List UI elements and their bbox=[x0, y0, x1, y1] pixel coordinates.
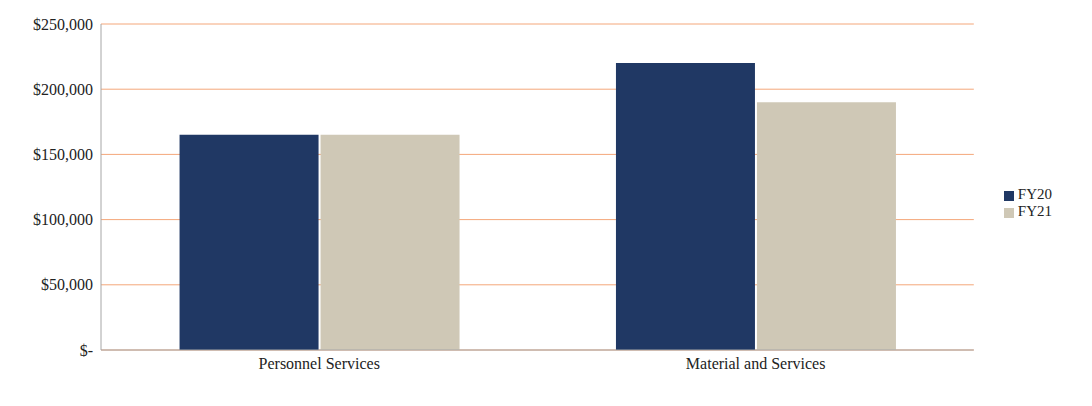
html-text:FY21: FY21 bbox=[1017, 203, 1052, 219]
svg-text:$100,000: $100,000 bbox=[33, 211, 93, 228]
svg-text:Material and Services: Material and Services bbox=[686, 355, 826, 372]
svg-text:$150,000: $150,000 bbox=[33, 146, 93, 163]
svg-text:$200,000: $200,000 bbox=[33, 81, 93, 98]
svg-text:Personnel Services: Personnel Services bbox=[259, 355, 380, 372]
svg-text:$50,000: $50,000 bbox=[41, 276, 93, 293]
svg-text:$-: $- bbox=[80, 342, 93, 359]
html-text:FY20: FY20 bbox=[1017, 186, 1052, 202]
svg-text:$250,000: $250,000 bbox=[33, 16, 93, 33]
